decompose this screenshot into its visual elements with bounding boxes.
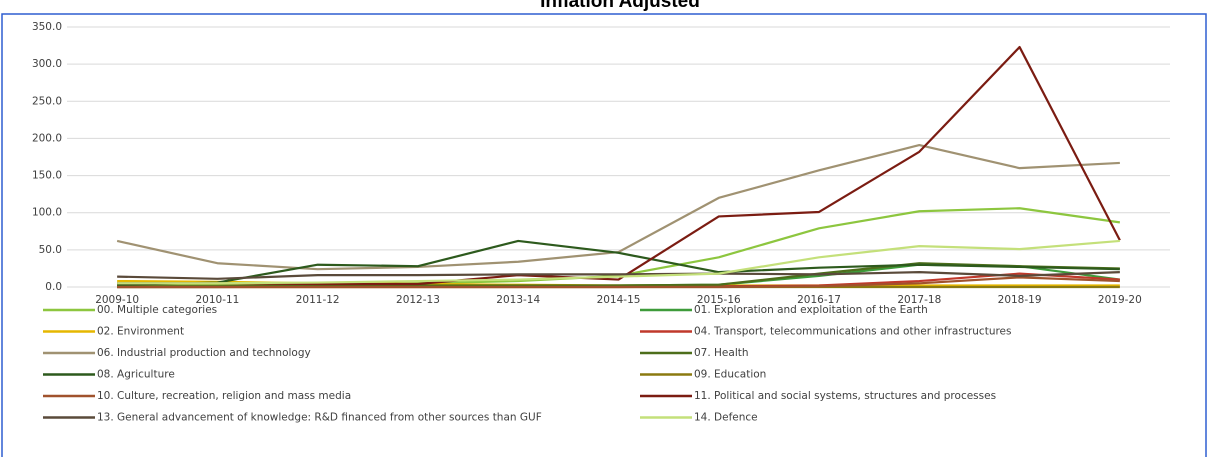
y-tick-label: 300.0 <box>32 58 62 70</box>
y-tick-label: 100.0 <box>32 207 62 219</box>
x-tick-label: 2010-11 <box>195 294 239 306</box>
y-tick-label: 150.0 <box>32 170 62 182</box>
x-tick-label: 2013-14 <box>496 294 540 306</box>
legend-label: 02. Environment <box>97 326 184 338</box>
series-line <box>117 276 1120 289</box>
x-tick-label: 2017-18 <box>897 294 941 306</box>
x-tick-label: 2018-19 <box>998 294 1042 306</box>
legend-label: 04. Transport, telecommunications and ot… <box>694 326 1012 338</box>
series-line <box>117 239 1120 285</box>
x-tick-label: 2012-13 <box>396 294 440 306</box>
legend-label: 09. Education <box>694 369 766 381</box>
frame <box>1 13 1207 457</box>
legend-label: 01. Exploration and exploitation of the … <box>694 304 928 316</box>
legend-label: 10. Culture, recreation, religion and ma… <box>97 390 351 402</box>
x-tick-label: 2015-16 <box>697 294 741 306</box>
series-line <box>116 144 1120 271</box>
legend-label: 06. Industrial production and technology <box>97 347 311 359</box>
y-tick-label: 50.0 <box>39 244 62 256</box>
legend-label: 08. Agriculture <box>97 369 175 381</box>
legend-label: 00. Multiple categories <box>97 304 217 316</box>
y-tick-label: 250.0 <box>32 95 62 107</box>
legend-label: 11. Political and social systems, struct… <box>694 390 996 402</box>
series-line <box>117 271 1120 280</box>
y-tick-label: 0.0 <box>45 281 62 293</box>
x-tick-label: 2014-15 <box>597 294 641 306</box>
x-tick-label: 2016-17 <box>797 294 841 306</box>
y-tick-label: 200.0 <box>32 132 62 144</box>
x-tick-label: 2019-20 <box>1098 294 1142 306</box>
chart-title: Inflation Adjusted <box>540 0 700 12</box>
series-line <box>117 262 1120 288</box>
series-line <box>117 239 1120 286</box>
legend-label: 07. Health <box>694 347 749 359</box>
legend-label: 14. Defence <box>694 412 758 424</box>
y-tick-label: 350.0 <box>32 21 62 33</box>
x-tick-label: 2009-10 <box>95 294 139 306</box>
x-tick-label: 2011-12 <box>296 294 340 306</box>
legend-label: 13. General advancement of knowledge: R&… <box>97 412 542 424</box>
